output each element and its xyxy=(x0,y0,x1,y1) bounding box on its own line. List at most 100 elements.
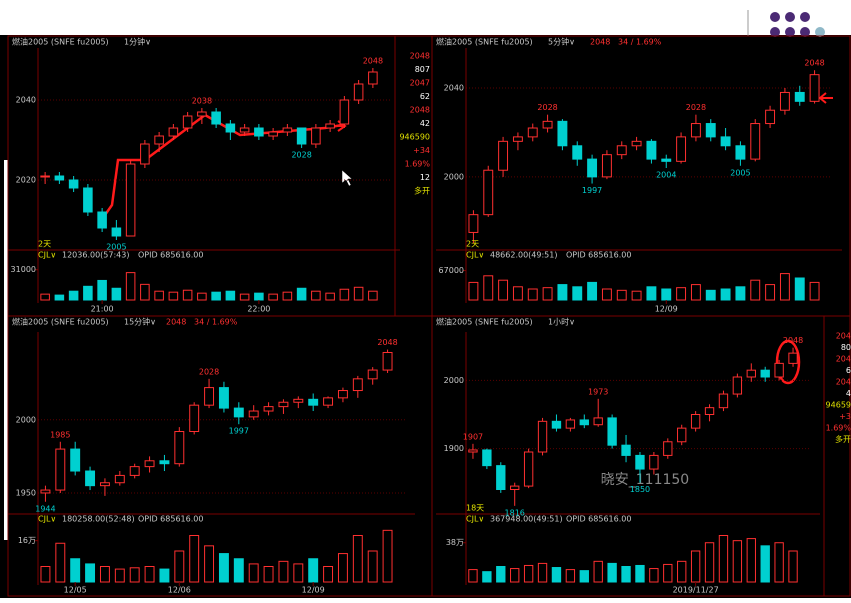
volume-bar xyxy=(510,568,520,583)
candle-body xyxy=(68,179,79,189)
candle-body xyxy=(70,448,81,472)
candle-body xyxy=(111,227,122,237)
candle-body xyxy=(788,352,798,364)
indicator-value: 48662.00(49:51) xyxy=(490,251,557,260)
candle-body xyxy=(40,175,50,178)
candle-body xyxy=(496,465,506,490)
volume-bar xyxy=(239,293,250,301)
candle-body xyxy=(368,71,378,85)
candle-body xyxy=(593,417,603,426)
volume-bar xyxy=(97,279,107,301)
side-value: 12 xyxy=(420,173,430,182)
side-value: 1.69% xyxy=(826,424,851,433)
days-label: 18天 xyxy=(466,504,484,513)
candle-body xyxy=(527,127,538,138)
candle-body xyxy=(159,460,170,465)
indicator-name: CJL∨ xyxy=(38,251,56,260)
candle-body xyxy=(140,143,150,165)
volume-bar xyxy=(635,564,645,583)
volume-bar xyxy=(85,563,96,583)
header-period: 1小时∨ xyxy=(548,317,575,327)
volume-bar xyxy=(663,563,673,583)
extreme-label: 1985 xyxy=(50,430,70,439)
days-label: 2天 xyxy=(466,240,479,249)
candle-body xyxy=(676,136,687,162)
volume-bar xyxy=(99,566,110,583)
volume-bar xyxy=(523,564,534,583)
header-last: 2048 xyxy=(166,318,186,327)
extreme-label: 1944 xyxy=(35,504,55,513)
candle-body xyxy=(690,123,701,138)
candle-body xyxy=(311,127,321,145)
candle-body xyxy=(154,135,164,145)
volume-bar xyxy=(293,563,304,583)
side-value: +34 xyxy=(413,146,430,155)
volume-bar xyxy=(788,550,798,583)
volume-bar xyxy=(649,568,659,583)
side-value: 807 xyxy=(415,65,430,74)
x-tick-label: 2019/11/27 xyxy=(673,586,719,595)
indicator-name: CJL∨ xyxy=(38,515,56,524)
volume-bar xyxy=(263,566,274,583)
candle-body xyxy=(523,451,534,487)
volume-bar xyxy=(498,279,509,301)
header-period: 5分钟∨ xyxy=(548,37,575,47)
candle-body xyxy=(55,448,66,491)
x-tick-label: 21:00 xyxy=(91,305,114,314)
volume-bar xyxy=(774,542,784,583)
side-value: 62 xyxy=(420,92,430,101)
volume-bar xyxy=(282,291,293,301)
candle-body xyxy=(690,414,701,429)
drawn-trend xyxy=(98,113,343,223)
candle-body xyxy=(705,123,716,138)
candle-body xyxy=(579,419,589,426)
side-value: 2048 xyxy=(410,106,430,115)
extreme-label: 2005 xyxy=(106,243,126,252)
candle-body xyxy=(189,404,200,433)
candle-body xyxy=(468,214,479,233)
extreme-label: 2048 xyxy=(783,336,803,345)
volume-bar xyxy=(646,286,657,301)
candle-body xyxy=(353,83,364,101)
side-value: 多开 xyxy=(835,434,851,444)
volume-tick-label: 38万 xyxy=(446,538,464,547)
volume-bar xyxy=(352,535,363,583)
y-tick-label: 1900 xyxy=(444,444,464,453)
volume-bar xyxy=(482,571,492,583)
candle-body xyxy=(572,145,583,160)
volume-bar xyxy=(83,285,93,301)
volume-bar xyxy=(68,290,79,301)
candle-body xyxy=(144,460,155,468)
volume-bar xyxy=(278,560,289,583)
x-tick-label: 12/05 xyxy=(64,586,87,595)
volume-bar xyxy=(690,284,701,301)
side-value: 多开 xyxy=(414,186,430,196)
volume-bar xyxy=(197,292,207,301)
opid: OPID 685616.00 xyxy=(138,251,203,260)
volume-bar xyxy=(735,286,746,301)
volume-bar xyxy=(732,540,743,583)
volume-bar xyxy=(367,550,378,583)
volume-bar xyxy=(542,287,553,301)
candle-body xyxy=(557,120,568,147)
extreme-label: 2004 xyxy=(656,171,676,180)
volume-bar xyxy=(809,281,820,301)
candle-body xyxy=(85,470,96,487)
candle-body xyxy=(483,169,494,216)
opid: OPID 685616.00 xyxy=(138,515,203,524)
side-value: 6 xyxy=(846,366,851,375)
volume-bar xyxy=(325,292,335,301)
y-tick-label: 2020 xyxy=(16,176,36,185)
header-change: 34 / 1.69% xyxy=(618,38,662,47)
volume-bar xyxy=(572,286,583,301)
candle-body xyxy=(325,123,335,129)
candle-body xyxy=(746,369,756,378)
extreme-label: 2028 xyxy=(686,103,706,112)
extreme-label: 1973 xyxy=(588,387,608,396)
candle-body xyxy=(565,419,576,429)
side-value: 94659 xyxy=(826,401,851,410)
x-tick-label: 12/09 xyxy=(655,305,678,314)
volume-bar xyxy=(159,568,170,583)
